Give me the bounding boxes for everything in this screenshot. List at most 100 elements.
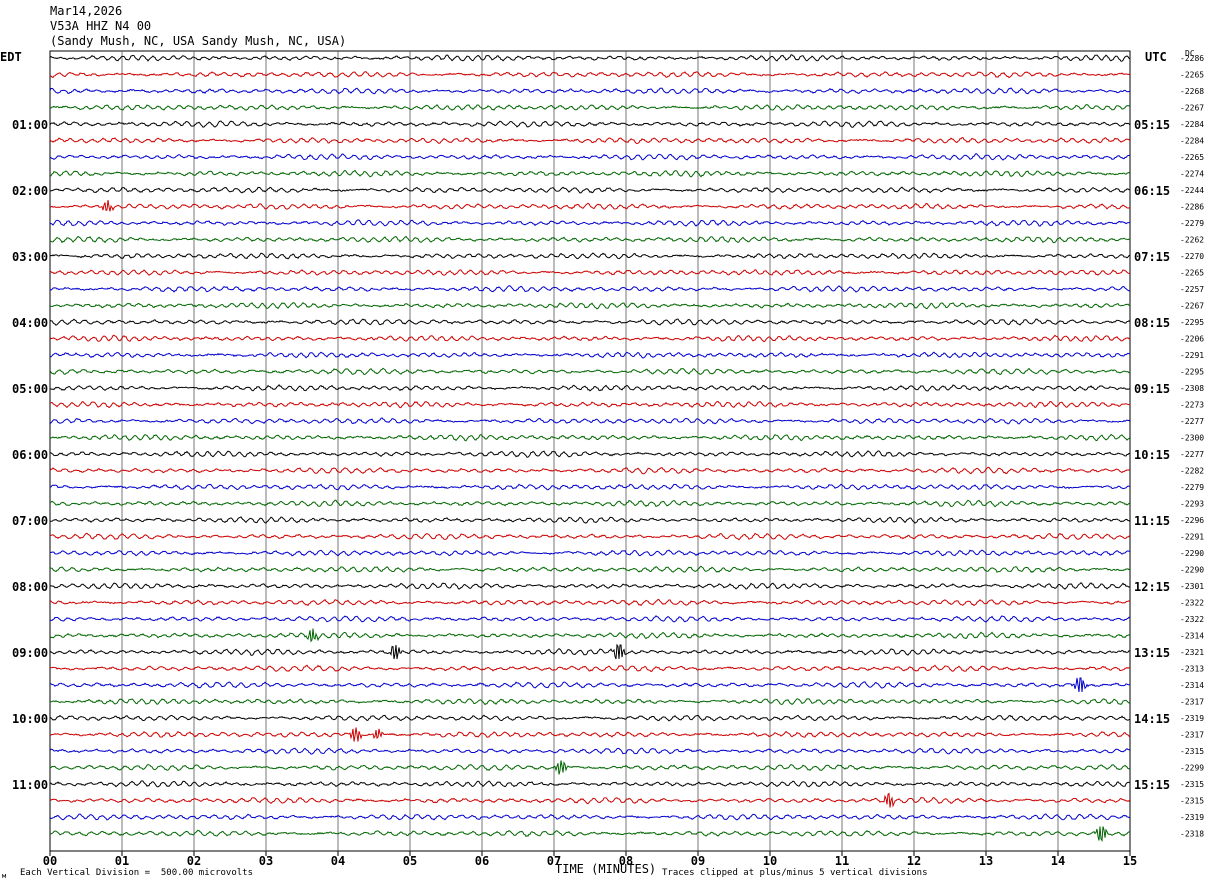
right-hour-label: 15:15 bbox=[1134, 778, 1170, 792]
x-tick-label: 15 bbox=[1123, 854, 1137, 868]
trace-line bbox=[49, 199, 1131, 212]
dc-offset-label: -2290 bbox=[1180, 549, 1204, 558]
dc-offset-label: -2315 bbox=[1180, 780, 1204, 789]
trace-line bbox=[49, 87, 1131, 95]
dc-offset-label: -2299 bbox=[1180, 764, 1204, 773]
right-hour-label: 11:15 bbox=[1134, 514, 1170, 528]
dc-offset-label: -2284 bbox=[1180, 120, 1204, 129]
trace-line bbox=[49, 186, 1131, 194]
scale-note: Each Vertical Division = 500.00 microvol… bbox=[20, 868, 253, 878]
trace-line bbox=[49, 643, 1131, 660]
trace-line bbox=[49, 549, 1131, 557]
dc-offset-label: -2315 bbox=[1180, 797, 1204, 806]
x-tick-label: 00 bbox=[43, 854, 57, 868]
trace-line bbox=[49, 54, 1131, 62]
dc-offset-label: -2290 bbox=[1180, 566, 1204, 575]
trace-line bbox=[49, 698, 1131, 706]
left-hour-label: 02:00 bbox=[12, 184, 48, 198]
trace-line bbox=[49, 664, 1131, 673]
right-hour-label: 06:15 bbox=[1134, 184, 1170, 198]
left-hour-label: 11:00 bbox=[12, 778, 48, 792]
dc-offset-label: -2277 bbox=[1180, 450, 1204, 459]
trace-line bbox=[49, 302, 1131, 310]
dc-offset-label: -2265 bbox=[1180, 269, 1204, 278]
dc-offset-label: -2301 bbox=[1180, 582, 1204, 591]
left-hour-label: 10:00 bbox=[12, 712, 48, 726]
header-date: Mar14,2026 bbox=[50, 4, 123, 18]
x-tick-label: 09 bbox=[691, 854, 705, 868]
trace-line bbox=[49, 285, 1131, 293]
dc-offset-label: -2267 bbox=[1180, 104, 1204, 113]
dc-offset-label: -2286 bbox=[1180, 203, 1204, 212]
x-tick-label: 01 bbox=[115, 854, 129, 868]
dc-offset-label: -2279 bbox=[1180, 219, 1204, 228]
dc-offset-label: -2300 bbox=[1180, 434, 1204, 443]
left-hour-label: 09:00 bbox=[12, 646, 48, 660]
dc-offset-label: -2321 bbox=[1180, 648, 1204, 657]
left-hour-label: 07:00 bbox=[12, 514, 48, 528]
trace-line bbox=[49, 628, 1131, 643]
dc-offset-label: -2282 bbox=[1180, 467, 1204, 476]
trace-line bbox=[49, 235, 1131, 244]
right-hour-label: 09:15 bbox=[1134, 382, 1170, 396]
dc-offset-label: -2308 bbox=[1180, 384, 1204, 393]
trace-line bbox=[49, 483, 1131, 491]
trace-line bbox=[49, 450, 1131, 458]
trace-line bbox=[49, 792, 1131, 808]
trace-line bbox=[49, 351, 1131, 359]
trace-line bbox=[49, 565, 1131, 573]
right-hour-label: 12:15 bbox=[1134, 580, 1170, 594]
trace-line bbox=[49, 400, 1131, 409]
right-hour-label: 10:15 bbox=[1134, 448, 1170, 462]
x-tick-label: 13 bbox=[979, 854, 993, 868]
trace-line bbox=[49, 417, 1131, 425]
x-tick-label: 08 bbox=[619, 854, 633, 868]
dc-offset-label: -2291 bbox=[1180, 533, 1204, 542]
header-location: (Sandy Mush, NC, USA Sandy Mush, NC, USA… bbox=[50, 34, 347, 48]
x-tick-label: 14 bbox=[1051, 854, 1065, 868]
left-hour-label: 06:00 bbox=[12, 448, 48, 462]
dc-offset-label: -2284 bbox=[1180, 137, 1204, 146]
trace-line bbox=[49, 826, 1131, 843]
x-tick-label: 05 bbox=[403, 854, 417, 868]
clip-note: Traces clipped at plus/minus 5 vertical … bbox=[662, 868, 928, 878]
trace-line bbox=[49, 384, 1131, 392]
x-tick-label: 07 bbox=[547, 854, 561, 868]
dc-offset-label: -2295 bbox=[1180, 368, 1204, 377]
dc-offset-label: -2317 bbox=[1180, 731, 1204, 740]
trace-line bbox=[49, 152, 1131, 161]
x-tick-label: 06 bbox=[475, 854, 489, 868]
x-tick-label: 12 bbox=[907, 854, 921, 868]
corner-mark: м bbox=[2, 872, 7, 880]
dc-offset-label: -2244 bbox=[1180, 186, 1204, 195]
trace-line bbox=[49, 466, 1131, 475]
x-tick-label: 03 bbox=[259, 854, 273, 868]
trace-line bbox=[49, 137, 1131, 145]
trace-line bbox=[49, 219, 1131, 227]
trace-line bbox=[49, 169, 1131, 178]
right-hour-label: 14:15 bbox=[1134, 712, 1170, 726]
trace-line bbox=[49, 318, 1131, 326]
left-hour-label: 05:00 bbox=[12, 382, 48, 396]
plot-frame bbox=[49, 50, 1131, 852]
dc-offset-label: -2296 bbox=[1180, 516, 1204, 525]
dc-offset-label: -2293 bbox=[1180, 500, 1204, 509]
left-hour-label: 01:00 bbox=[12, 118, 48, 132]
trace-line bbox=[49, 714, 1131, 722]
trace-line bbox=[49, 727, 1131, 742]
trace-line bbox=[49, 760, 1131, 775]
trace-line bbox=[49, 747, 1131, 755]
dc-offset-label: -2286 bbox=[1180, 54, 1204, 63]
x-tick-label: 04 bbox=[331, 854, 345, 868]
dc-offset-label: -2295 bbox=[1180, 318, 1204, 327]
dc-offset-label: -2314 bbox=[1180, 681, 1204, 690]
right-hour-label: 13:15 bbox=[1134, 646, 1170, 660]
trace-line bbox=[49, 71, 1131, 79]
dc-offset-label: -2319 bbox=[1180, 714, 1204, 723]
x-tick-label: 10 bbox=[763, 854, 777, 868]
dc-offset-label: -2262 bbox=[1180, 236, 1204, 245]
x-tick-label: 02 bbox=[187, 854, 201, 868]
trace-line bbox=[49, 677, 1131, 693]
dc-offset-label: -2206 bbox=[1180, 335, 1204, 344]
